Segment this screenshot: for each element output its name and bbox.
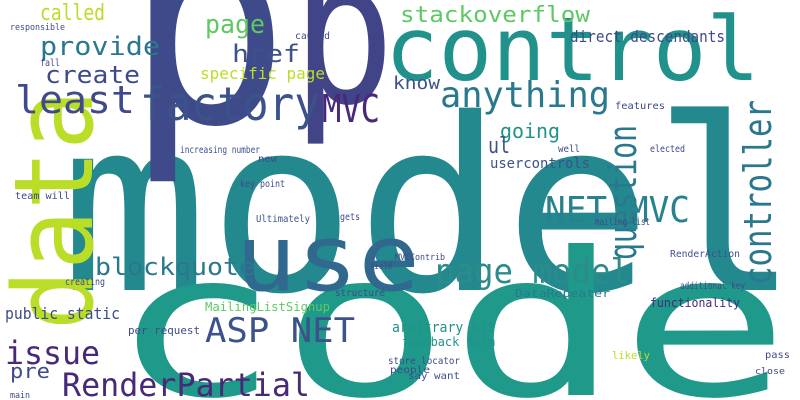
word: code <box>110 210 790 400</box>
word: p <box>292 0 395 150</box>
word: going <box>500 119 560 143</box>
word: DataRepeater <box>515 287 610 300</box>
word: people <box>390 365 430 376</box>
word: least <box>15 78 135 122</box>
word: say want <box>408 371 460 382</box>
word: MailingListSignup <box>205 300 330 314</box>
word: blockquote <box>95 253 255 281</box>
word: well <box>558 144 580 155</box>
word: Ultimately <box>256 214 310 225</box>
word: caused <box>295 31 330 42</box>
word: close <box>755 367 785 377</box>
word: pre <box>10 359 50 383</box>
word: model <box>60 67 800 347</box>
word: use <box>235 205 420 312</box>
word: controller <box>736 100 780 285</box>
word: direct descendants <box>570 27 725 46</box>
word: field <box>370 262 392 272</box>
word: store locator <box>388 356 460 367</box>
word: new <box>258 154 278 165</box>
word: per request <box>128 324 200 337</box>
word: additional key <box>680 281 745 292</box>
word: called <box>40 1 105 26</box>
word: functionality <box>650 296 740 310</box>
word: pass <box>765 350 790 361</box>
word: href <box>232 40 300 68</box>
word: structure <box>335 288 385 299</box>
word: fall <box>40 58 60 69</box>
word: public static <box>5 304 120 323</box>
word: factory <box>140 77 320 131</box>
word: arbitrary bit <box>392 320 495 336</box>
word: feedback form <box>402 335 495 349</box>
word: question <box>601 125 645 260</box>
word: features <box>615 101 665 112</box>
word: NET MVC <box>545 190 690 231</box>
word: mailing list <box>595 217 650 228</box>
word: ul <box>488 134 510 159</box>
word: usercontrols <box>490 156 590 172</box>
word: create <box>45 61 140 89</box>
word: page model <box>435 252 630 292</box>
word: control <box>385 0 760 101</box>
word: anything <box>440 75 610 116</box>
word: data <box>0 90 118 330</box>
word: likely <box>612 349 650 362</box>
word: main <box>10 391 30 400</box>
word: responsible <box>10 23 65 33</box>
word: ASP NET <box>205 311 355 351</box>
word: team will <box>15 191 70 202</box>
word: specific page <box>200 64 325 83</box>
word: provide <box>40 32 160 62</box>
word: MVC <box>322 87 380 131</box>
word: increasing number <box>180 145 260 156</box>
word: RenderPartial <box>62 366 310 400</box>
word: RenderAction <box>670 249 740 260</box>
word: p <box>125 0 290 190</box>
word: know <box>393 73 440 94</box>
word: gets <box>340 212 360 223</box>
word: MVCContrib <box>395 253 445 263</box>
word: issue <box>5 334 100 372</box>
word: stackoverflow <box>400 3 591 28</box>
word: creating <box>65 277 105 288</box>
word: page <box>205 10 265 40</box>
word: key point <box>240 179 285 190</box>
word: elected <box>650 144 685 155</box>
